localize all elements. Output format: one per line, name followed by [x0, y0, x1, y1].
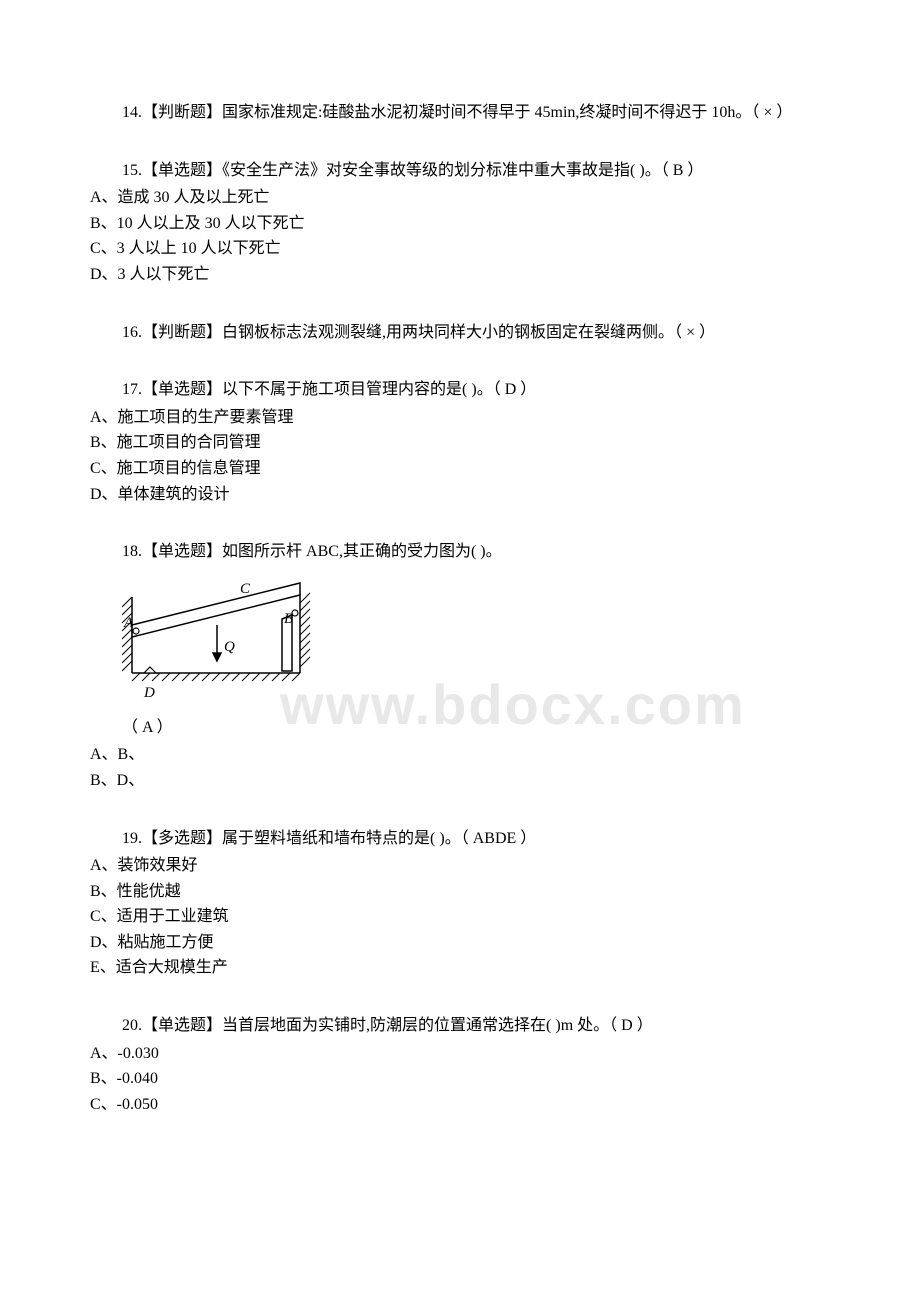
- q15-num: 15: [122, 162, 138, 179]
- label-q: Q: [224, 639, 235, 655]
- q16-answer: （ × ）: [674, 324, 715, 341]
- question-18-options: A、B、 B、D、: [90, 742, 830, 793]
- q14-num: 14: [122, 104, 138, 121]
- q15-opt-b: B、10 人以上及 30 人以下死亡: [90, 211, 830, 237]
- right-wall-hatch: [300, 593, 310, 667]
- question-15: 15.【单选题】《安全生产法》对安全事故等级的划分标准中重大事故是指( )。（ …: [90, 158, 830, 288]
- q15-opt-a: A、造成 30 人及以上死亡: [90, 185, 830, 211]
- q15-opt-c: C、3 人以上 10 人以下死亡: [90, 236, 830, 262]
- q17-opt-b: B、施工项目的合同管理: [90, 430, 830, 456]
- q19-answer: （ ABDE ）: [461, 830, 537, 847]
- question-17-options: A、施工项目的生产要素管理 B、施工项目的合同管理 C、施工项目的信息管理 D、…: [90, 405, 830, 507]
- q14-type: 判断题: [158, 104, 206, 121]
- question-19-text: 19.【多选题】属于塑料墙纸和墙布特点的是( )。（ ABDE ）: [90, 826, 830, 852]
- q15-body: 《安全生产法》对安全事故等级的划分标准中重大事故是指( )。: [222, 162, 661, 179]
- q17-type: 单选题: [158, 381, 206, 398]
- pin-d-base: [144, 667, 156, 673]
- q17-opt-d: D、单体建筑的设计: [90, 482, 830, 508]
- q19-opt-b: B、性能优越: [90, 879, 830, 905]
- question-14-text: 14.【判断题】国家标准规定:硅酸盐水泥初凝时间不得早于 45min,终凝时间不…: [90, 100, 830, 126]
- q15-type: 单选题: [158, 162, 206, 179]
- q17-body: 以下不属于施工项目管理内容的是( )。: [222, 381, 493, 398]
- q15-opt-d: D、3 人以下死亡: [90, 262, 830, 288]
- question-17: 17.【单选题】以下不属于施工项目管理内容的是( )。（ D ） A、施工项目的…: [90, 377, 830, 507]
- q17-answer: （ D ）: [493, 381, 537, 398]
- q18-answer: （ A ）: [90, 715, 830, 741]
- q17-opt-a: A、施工项目的生产要素管理: [90, 405, 830, 431]
- q20-num: 20: [122, 1017, 138, 1034]
- q20-opt-b: B、-0.040: [90, 1066, 830, 1092]
- q14-answer: （ × ）: [751, 104, 792, 121]
- q18-num: 18: [122, 543, 138, 560]
- q16-num: 16: [122, 324, 138, 341]
- q20-opt-c: C、-0.050: [90, 1092, 830, 1118]
- label-b: B: [284, 611, 293, 627]
- label-a: A: [123, 615, 134, 631]
- question-15-options: A、造成 30 人及以上死亡 B、10 人以上及 30 人以下死亡 C、3 人以…: [90, 185, 830, 287]
- q18-opt-a: A、B、: [90, 742, 830, 768]
- question-19: 19.【多选题】属于塑料墙纸和墙布特点的是( )。（ ABDE ） A、装饰效果…: [90, 826, 830, 982]
- q20-answer: （ D ）: [609, 1017, 653, 1034]
- q18-body: 如图所示杆 ABC,其正确的受力图为( )。: [222, 543, 502, 560]
- q19-opt-a: A、装饰效果好: [90, 853, 830, 879]
- q14-body: 国家标准规定:硅酸盐水泥初凝时间不得早于 45min,终凝时间不得迟于 10h。: [222, 104, 751, 121]
- question-17-text: 17.【单选题】以下不属于施工项目管理内容的是( )。（ D ）: [90, 377, 830, 403]
- beam-bar: [132, 583, 300, 637]
- q15-answer: （ B ）: [661, 162, 704, 179]
- q20-type: 单选题: [158, 1017, 206, 1034]
- q19-body: 属于塑料墙纸和墙布特点的是( )。: [222, 830, 461, 847]
- label-d: D: [143, 685, 155, 701]
- question-20: 20.【单选题】当首层地面为实铺时,防潮层的位置通常选择在( )m 处。（ D …: [90, 1013, 830, 1117]
- q19-opt-e: E、适合大规模生产: [90, 955, 830, 981]
- pin-a: [133, 628, 139, 634]
- q19-num: 19: [122, 830, 138, 847]
- q18-type: 单选题: [158, 543, 206, 560]
- q19-type: 多选题: [158, 830, 206, 847]
- question-18: 18.【单选题】如图所示杆 ABC,其正确的受力图为( )。: [90, 539, 830, 793]
- q16-body: 白钢板标志法观测裂缝,用两块同样大小的钢板固定在裂缝两侧。: [222, 324, 674, 341]
- beam-diagram-svg: A C B Q D: [122, 575, 322, 705]
- q17-num: 17: [122, 381, 138, 398]
- force-q-arrow: [213, 625, 221, 661]
- question-19-options: A、装饰效果好 B、性能优越 C、适用于工业建筑 D、粘贴施工方便 E、适合大规…: [90, 853, 830, 981]
- question-14: 14.【判断题】国家标准规定:硅酸盐水泥初凝时间不得早于 45min,终凝时间不…: [90, 100, 830, 126]
- q18-opt-b: B、D、: [90, 768, 830, 794]
- question-15-text: 15.【单选题】《安全生产法》对安全事故等级的划分标准中重大事故是指( )。（ …: [90, 158, 830, 184]
- q16-type: 判断题: [158, 324, 206, 341]
- label-c: C: [240, 581, 251, 597]
- question-18-figure: A C B Q D: [122, 575, 830, 705]
- ground-hatch: [132, 673, 300, 681]
- question-18-text: 18.【单选题】如图所示杆 ABC,其正确的受力图为( )。: [90, 539, 830, 565]
- q17-opt-c: C、施工项目的信息管理: [90, 456, 830, 482]
- question-20-text: 20.【单选题】当首层地面为实铺时,防潮层的位置通常选择在( )m 处。（ D …: [90, 1013, 830, 1039]
- q20-body: 当首层地面为实铺时,防潮层的位置通常选择在( )m 处。: [222, 1017, 609, 1034]
- q19-opt-d: D、粘贴施工方便: [90, 930, 830, 956]
- left-wall-hatch: [122, 597, 132, 671]
- q20-opt-a: A、-0.030: [90, 1041, 830, 1067]
- q19-opt-c: C、适用于工业建筑: [90, 904, 830, 930]
- document-content: 14.【判断题】国家标准规定:硅酸盐水泥初凝时间不得早于 45min,终凝时间不…: [90, 100, 830, 1117]
- question-16: 16.【判断题】白钢板标志法观测裂缝,用两块同样大小的钢板固定在裂缝两侧。（ ×…: [90, 320, 830, 346]
- question-20-options: A、-0.030 B、-0.040 C、-0.050: [90, 1041, 830, 1118]
- question-16-text: 16.【判断题】白钢板标志法观测裂缝,用两块同样大小的钢板固定在裂缝两侧。（ ×…: [90, 320, 830, 346]
